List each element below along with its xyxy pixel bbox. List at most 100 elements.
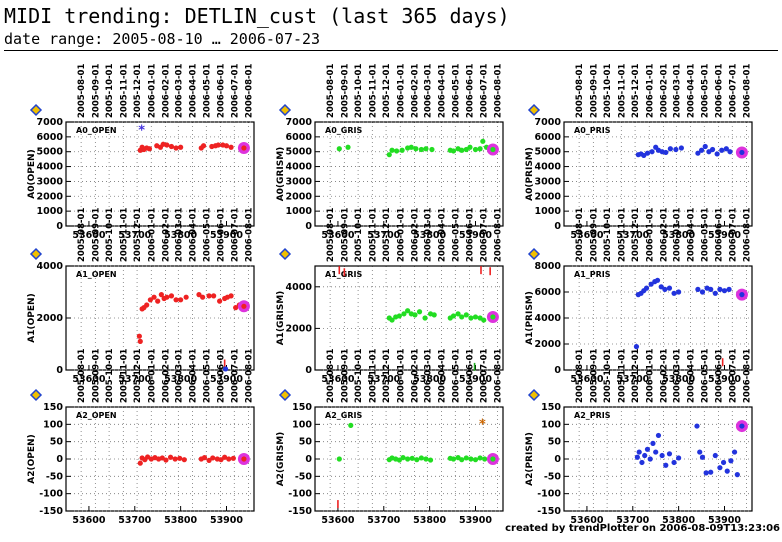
data-point [727,149,733,155]
date-tick-label: 2006-03-01 [672,349,682,403]
outlier-mark [222,366,229,372]
date-tick-label: 2006-02-01 [162,64,172,118]
data-point [724,468,730,474]
diamond-icon [29,247,43,261]
data-point [467,144,473,150]
x-tick-label: 53700 [616,374,649,385]
date-tick-label: 2005-12-01 [631,208,641,262]
data-point [147,297,153,303]
data-point [644,150,651,156]
date-tick-label: 2006-03-01 [174,349,184,403]
latest-point [490,314,496,320]
date-tick-label: 2006-08-01 [493,208,503,262]
date-tick-label: 2006-03-01 [174,208,184,262]
date-tick-label: 2005-10-01 [354,349,364,403]
diamond-icon [527,247,541,261]
date-tick-label: 2006-01-01 [645,208,655,262]
data-point [222,454,228,460]
data-point [151,294,157,300]
date-tick-label: 2006-05-01 [202,208,212,262]
data-point [643,285,650,291]
x-tick-label: 53600 [72,230,105,241]
data-point [662,286,668,292]
y-tick-label: 4000 [286,282,313,293]
data-point [726,286,732,292]
data-point [418,455,424,461]
diamond-icon [527,388,541,402]
data-point [217,298,223,304]
date-tick-label: 2006-02-01 [411,64,421,118]
data-point [676,289,682,295]
data-point [671,459,677,466]
date-tick-label: 2006-05-01 [700,64,710,118]
x-tick-label: 53700 [367,515,400,526]
y-tick-label: 2000 [286,323,313,334]
data-point [671,290,677,296]
date-tick-label: 2006-06-01 [466,208,476,262]
date-tick-label: 2005-09-01 [589,349,599,403]
y-tick-label: 0 [56,454,63,465]
y-tick-label: 3000 [286,176,313,187]
data-point [477,455,483,461]
data-point [450,313,457,319]
y-tick-label: 1000 [286,206,313,217]
data-point [666,451,673,457]
y-axis-label: A1(OPEN) [27,293,37,342]
data-point [697,449,703,455]
y-axis-label: A0(PRISM) [525,147,535,201]
data-point [429,146,435,153]
y-tick-label: 50 [548,437,562,448]
y-tick-label: 0 [305,365,312,376]
data-point [658,284,664,290]
x-tick-label: 53800 [662,230,695,241]
y-tick-label: 6000 [535,132,562,143]
date-tick-label: 2005-12-01 [631,64,641,118]
y-tick-label: 4000 [286,162,313,173]
date-tick-label: 2006-08-01 [493,64,503,118]
panel-title: A2_PRIS [574,411,611,420]
x-tick-label: 53900 [708,374,741,385]
date-tick-label: 2006-04-01 [438,349,448,403]
data-point [719,147,725,153]
y-axis-label: A2(PRISM) [525,432,535,486]
data-point [167,454,174,460]
date-tick-label: 2006-04-01 [687,349,697,403]
y-tick-label: 7000 [535,117,562,128]
date-tick-label: 2006-04-01 [438,64,448,118]
data-point [183,294,189,300]
y-tick-label: 0 [554,221,561,232]
x-tick-label: 53800 [662,374,695,385]
date-tick-label: 2006-05-01 [202,349,212,403]
y-tick-label: 1000 [37,206,64,217]
date-tick-label: 2005-11-01 [617,349,627,403]
panel-a1-open: 2005-08-01 2005-09-01 2005-10-01 2005-11-01… [27,208,255,385]
x-tick-label: 53700 [616,515,649,526]
data-point [405,308,411,314]
y-tick-label: 150 [541,402,561,413]
data-point [455,311,461,317]
data-point [659,452,665,459]
date-tick-label: 2006-02-01 [162,349,172,403]
y-tick-label: 6000 [286,132,313,143]
data-point [394,148,400,154]
data-point [345,144,351,150]
date-tick-label: 2006-02-01 [411,349,421,403]
x-tick-label: 53600 [72,515,105,526]
date-tick-label: 2006-01-01 [396,349,406,403]
data-point [450,456,457,462]
data-point [642,452,648,459]
y-tick-label: -100 [288,489,312,500]
date-tick-label: 2006-05-01 [700,208,710,262]
y-tick-label: 100 [292,419,312,430]
date-tick-label: 2006-08-01 [742,208,752,262]
data-point [731,449,738,455]
y-axis-label: A1(GRISM) [276,291,286,346]
panel-a1-gris: 2005-08-01 2005-09-01 2005-10-01 2005-11-01… [276,208,504,385]
y-tick-label: -50 [46,471,64,482]
date-tick-label: 2006-06-01 [217,349,227,403]
date-tick-label: 2005-12-01 [631,349,641,403]
data-point [226,456,232,462]
data-point [708,286,714,292]
data-point [399,147,405,153]
y-tick-label: 7000 [286,117,313,128]
